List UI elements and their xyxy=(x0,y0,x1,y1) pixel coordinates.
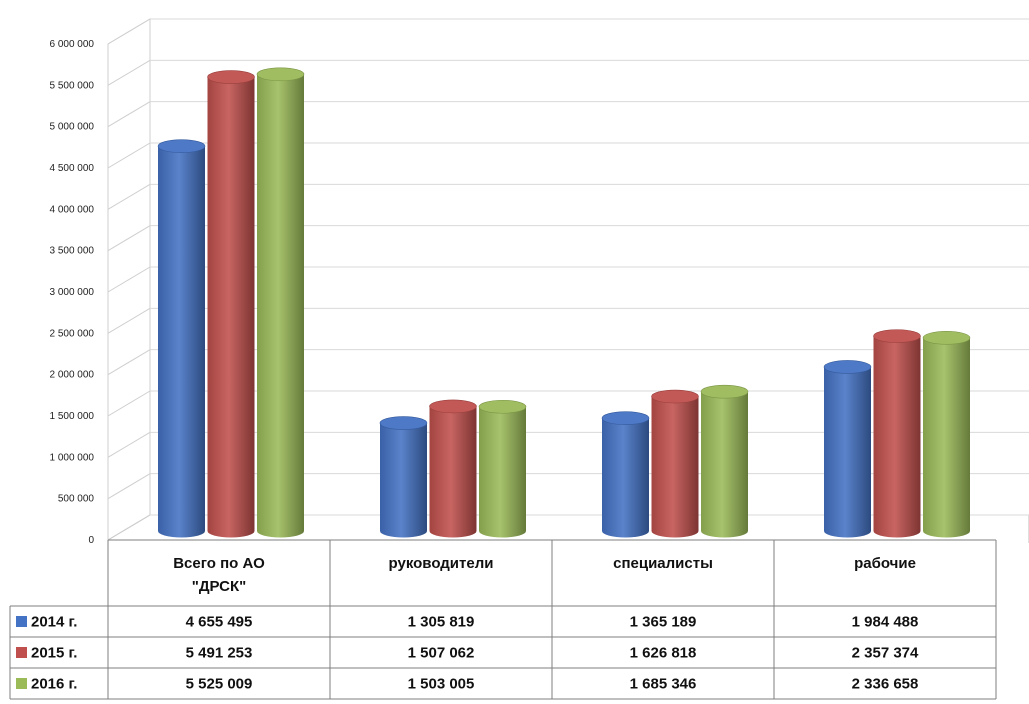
table-cell-value: 1 503 005 xyxy=(408,676,475,693)
category-label: рабочие xyxy=(854,555,916,572)
bar-body xyxy=(479,406,526,538)
y-tick-label: 4 000 000 xyxy=(50,204,95,215)
bar-body xyxy=(651,396,699,538)
table-cell-value: 2 357 374 xyxy=(852,645,919,662)
bar xyxy=(256,67,305,538)
y-tick-label: 4 500 000 xyxy=(50,163,95,174)
bar-top xyxy=(601,411,650,425)
legend-swatch xyxy=(16,647,27,658)
table-cell-value: 1 365 189 xyxy=(630,614,697,631)
y-tick-label: 6 000 000 xyxy=(50,39,95,50)
bar-top xyxy=(873,329,921,343)
y-tick-label: 5 000 000 xyxy=(50,122,95,133)
table-cell-value: 1 507 062 xyxy=(408,645,475,662)
bar xyxy=(207,70,255,538)
gridline-diagonal xyxy=(107,266,151,293)
bar-body xyxy=(207,77,255,538)
category-label: "ДРСК" xyxy=(192,578,247,595)
legend-swatch xyxy=(16,678,27,689)
table-cell-value: 4 655 495 xyxy=(186,614,253,631)
y-axis: 0 500 000 1 000 000 1 500 000 2 000 000 2 500… xyxy=(50,39,95,546)
bar-top xyxy=(429,399,477,414)
y-tick-label: 1 000 000 xyxy=(50,452,95,463)
gridline-diagonal xyxy=(107,183,151,210)
table-cell-value: 1 305 819 xyxy=(408,614,475,631)
bar-top xyxy=(478,399,527,414)
legend-entry: 2014 г. xyxy=(31,614,77,631)
bars xyxy=(157,67,971,538)
legend-swatch xyxy=(16,616,27,627)
table-cell-value: 2 336 658 xyxy=(852,676,919,693)
y-tick-label: 2 000 000 xyxy=(50,370,95,381)
table-cell-value: 1 984 488 xyxy=(852,614,919,631)
table-cell-value: 5 525 009 xyxy=(186,676,253,693)
bar-top xyxy=(651,389,699,404)
bar-body xyxy=(873,336,921,538)
legend-entry: 2016 г. xyxy=(31,676,77,693)
y-tick-label: 2 500 000 xyxy=(50,328,95,339)
bar xyxy=(601,411,650,538)
gridline-diagonal xyxy=(107,473,151,500)
y-tick-label: 3 500 000 xyxy=(50,246,95,257)
y-tick-label: 0 xyxy=(88,535,94,546)
gridline-diagonal xyxy=(107,307,151,334)
bar-top xyxy=(157,139,206,153)
bar-body xyxy=(380,423,427,538)
bar xyxy=(922,331,971,538)
table-cell-value: 1 626 818 xyxy=(630,645,697,662)
bar-body xyxy=(701,391,748,538)
gridline-diagonal xyxy=(107,18,151,45)
bar-body xyxy=(158,146,205,538)
bar-top xyxy=(207,70,255,84)
bar-body xyxy=(257,74,304,538)
gridline-diagonal xyxy=(107,142,151,169)
data-table: Всего по АО "ДРСК" руководители специалисты… xyxy=(9,539,997,700)
y-tick-label: 5 500 000 xyxy=(50,80,95,91)
y-tick-label: 3 000 000 xyxy=(50,287,95,298)
bar xyxy=(651,389,699,538)
bar-top xyxy=(700,384,749,399)
bar xyxy=(429,399,477,538)
bar xyxy=(823,360,872,538)
legend-entry: 2015 г. xyxy=(31,645,77,662)
gridline-diagonal xyxy=(107,431,151,458)
bar-top xyxy=(379,416,428,430)
gridline-diagonal xyxy=(107,225,151,252)
gridline-diagonal xyxy=(107,59,151,86)
bar-top xyxy=(823,360,872,374)
category-label: руководители xyxy=(389,555,494,572)
bar xyxy=(478,399,527,538)
gridline-diagonal xyxy=(107,390,151,417)
y-tick-label: 1 500 000 xyxy=(50,411,95,422)
bar xyxy=(379,416,428,538)
bar-body xyxy=(923,337,970,538)
bar-top xyxy=(256,67,305,82)
bar-body xyxy=(429,406,477,538)
gridline-diagonal xyxy=(107,514,151,541)
category-label: Всего по АО xyxy=(173,555,265,572)
bar xyxy=(157,139,206,538)
bar-top xyxy=(922,331,971,345)
table-cell-value: 5 491 253 xyxy=(186,645,253,662)
category-label: специалисты xyxy=(613,555,713,572)
y-tick-label: 500 000 xyxy=(58,494,95,505)
bar xyxy=(873,329,921,538)
gridline-diagonal xyxy=(107,101,151,128)
bar-body xyxy=(823,366,871,538)
table-cell-value: 1 685 346 xyxy=(630,676,697,693)
gridline-diagonal xyxy=(107,349,151,376)
bar-body xyxy=(602,418,649,538)
bar xyxy=(700,384,749,538)
